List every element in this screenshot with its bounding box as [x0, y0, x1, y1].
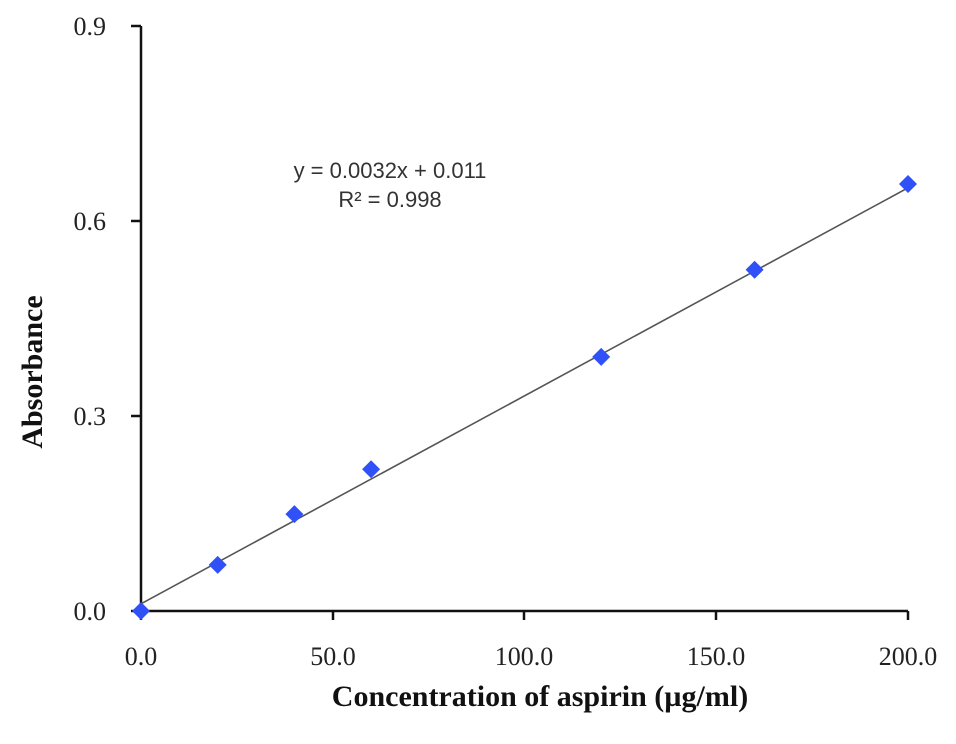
data-point-marker: [362, 460, 381, 479]
regression-equation: y = 0.0032x + 0.011: [294, 158, 487, 183]
data-point-marker: [745, 260, 764, 279]
data-point-marker: [285, 505, 304, 524]
data-point-marker: [132, 602, 150, 620]
x-tick-label: 200.0: [879, 642, 938, 671]
x-ticks: [139, 611, 910, 620]
y-tick-label: 0.9: [74, 12, 107, 41]
y-tick-label: 0.6: [74, 207, 107, 236]
y-tick-label: 0.3: [74, 402, 107, 431]
x-tick-label: 0.0: [125, 642, 158, 671]
y-ticks: [131, 24, 141, 613]
data-point-marker: [208, 555, 227, 574]
data-point-marker: [592, 347, 611, 366]
x-axis-title: Concentration of aspirin (µg/ml): [332, 680, 748, 713]
x-tick-label: 50.0: [310, 642, 356, 671]
x-tick-label: 150.0: [687, 642, 746, 671]
y-tick-label: 0.0: [74, 597, 107, 626]
trendline: [140, 187, 909, 605]
data-point-marker: [899, 174, 917, 193]
y-axis-title: Absorbance: [16, 295, 49, 448]
r-squared-label: R² = 0.998: [338, 187, 441, 212]
x-tick-label: 100.0: [495, 642, 554, 671]
data-points: [132, 174, 917, 620]
